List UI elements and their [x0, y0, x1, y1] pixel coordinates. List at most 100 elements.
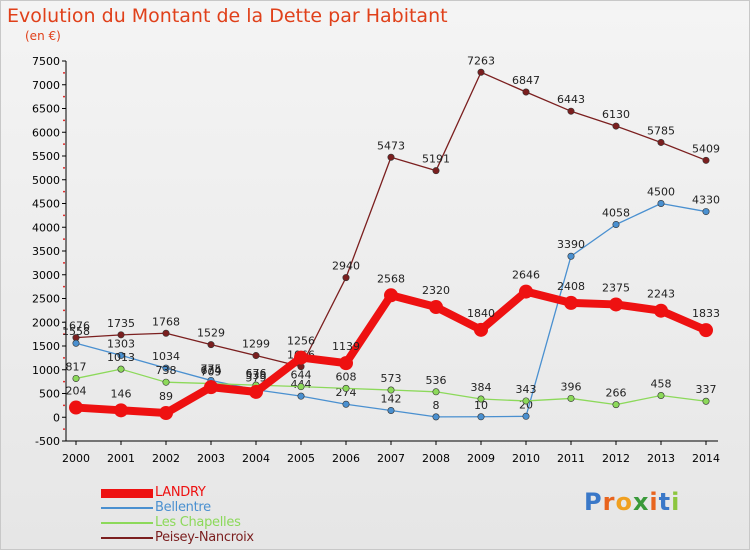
brand-letter: i: [671, 488, 681, 516]
data-label-les-chapelles: 343: [516, 383, 537, 396]
data-point-peisey-nancroix: [117, 331, 125, 339]
data-label-bellentre: 142: [381, 393, 402, 406]
x-tick-label: 2010: [512, 452, 540, 465]
data-point-landry: [519, 284, 533, 299]
data-label-landry: 2408: [557, 280, 585, 293]
data-label-les-chapelles: 709: [201, 366, 222, 379]
x-tick-label: 2007: [377, 452, 405, 465]
data-point-landry: [339, 356, 353, 371]
data-point-les-chapelles: [162, 378, 170, 386]
brand-letter: t: [658, 488, 672, 516]
data-point-bellentre: [612, 220, 620, 228]
data-label-bellentre: 1034: [152, 350, 180, 363]
data-label-les-chapelles: 458: [651, 377, 672, 390]
data-label-bellentre: 1558: [62, 325, 90, 338]
data-point-bellentre: [117, 351, 125, 359]
data-point-landry: [474, 322, 488, 337]
data-label-les-chapelles: 1013: [107, 351, 135, 364]
data-label-peisey-nancroix: 1768: [152, 315, 180, 328]
brand-letter: i: [649, 488, 659, 516]
data-point-peisey-nancroix: [657, 138, 665, 146]
x-tick-label: 2003: [197, 452, 225, 465]
data-label-landry: 89: [159, 390, 173, 403]
y-tick-label: 3500: [32, 245, 60, 258]
data-point-bellentre: [477, 413, 485, 421]
data-label-bellentre: 3390: [557, 238, 585, 251]
data-label-les-chapelles: 738: [156, 364, 177, 377]
y-tick-label: 1500: [32, 340, 60, 353]
data-point-peisey-nancroix: [207, 341, 215, 349]
data-label-peisey-nancroix: 5409: [692, 142, 720, 155]
data-point-les-chapelles: [432, 388, 440, 396]
data-label-landry: 146: [111, 387, 132, 400]
data-label-landry: 2320: [422, 284, 450, 297]
legend-swatch-les-chapelles: [101, 522, 153, 524]
data-point-bellentre: [297, 392, 305, 400]
data-point-les-chapelles: [297, 383, 305, 391]
data-point-les-chapelles: [567, 394, 575, 402]
legend-swatch-peisey-nancroix: [101, 537, 153, 539]
data-point-peisey-nancroix: [702, 156, 710, 164]
legend-swatch-landry: [101, 489, 153, 498]
data-point-peisey-nancroix: [432, 167, 440, 175]
data-point-peisey-nancroix: [612, 122, 620, 130]
data-label-landry: 1256: [287, 335, 315, 348]
data-label-les-chapelles: 536: [426, 374, 447, 387]
data-point-les-chapelles: [342, 384, 350, 392]
data-point-bellentre: [657, 200, 665, 208]
data-point-landry: [564, 295, 578, 310]
y-tick-label: 500: [39, 388, 60, 401]
data-label-peisey-nancroix: 5191: [422, 153, 450, 166]
brand-letter: P: [584, 488, 603, 516]
x-tick-label: 2005: [287, 452, 315, 465]
data-point-peisey-nancroix: [567, 107, 575, 115]
y-tick-label: -500: [35, 435, 60, 448]
data-label-les-chapelles: 384: [471, 381, 492, 394]
data-point-landry: [429, 300, 443, 315]
data-point-bellentre: [387, 407, 395, 415]
data-point-landry: [249, 384, 263, 399]
x-tick-label: 2008: [422, 452, 450, 465]
chart-unit-label: (en €): [25, 29, 61, 43]
data-label-bellentre: 10: [474, 399, 488, 412]
y-tick-label: 2000: [32, 316, 60, 329]
x-tick-label: 2001: [107, 452, 135, 465]
brand-logo: Proxiti: [584, 488, 680, 516]
data-point-les-chapelles: [117, 365, 125, 373]
legend-label-les-chapelles: Les Chapelles: [155, 515, 241, 530]
data-label-landry: 2646: [512, 269, 540, 282]
data-label-bellentre: 4330: [692, 194, 720, 207]
data-label-peisey-nancroix: 6130: [602, 108, 630, 121]
data-label-bellentre: 1303: [107, 337, 135, 350]
x-tick-label: 2002: [152, 452, 180, 465]
data-label-peisey-nancroix: 5785: [647, 124, 675, 137]
data-label-peisey-nancroix: 2940: [332, 260, 360, 273]
data-label-landry: 1833: [692, 307, 720, 320]
x-tick-label: 2012: [602, 452, 630, 465]
data-point-bellentre: [522, 412, 530, 420]
brand-letter: x: [632, 488, 650, 516]
data-point-les-chapelles: [612, 401, 620, 409]
x-tick-label: 2009: [467, 452, 495, 465]
data-point-bellentre: [162, 364, 170, 372]
y-tick-label: 6000: [32, 126, 60, 139]
data-point-bellentre: [567, 252, 575, 260]
data-label-peisey-nancroix: 7263: [467, 54, 495, 67]
data-label-les-chapelles: 396: [561, 380, 582, 393]
y-tick-label: 4500: [32, 198, 60, 211]
x-tick-label: 2013: [647, 452, 675, 465]
data-label-landry: 533: [246, 369, 267, 382]
legend-label-peisey-nancroix: Peisey-Nancroix: [155, 530, 254, 545]
data-point-landry: [159, 406, 173, 421]
data-label-peisey-nancroix: 5473: [377, 139, 405, 152]
data-label-les-chapelles: 608: [336, 370, 357, 383]
data-label-les-chapelles: 337: [696, 383, 717, 396]
data-point-landry: [204, 380, 218, 395]
data-point-peisey-nancroix: [342, 274, 350, 282]
data-label-landry: 634: [201, 364, 222, 377]
data-label-peisey-nancroix: 6847: [512, 74, 540, 87]
data-point-landry: [654, 303, 668, 318]
data-label-landry: 1139: [332, 340, 360, 353]
data-label-peisey-nancroix: 6443: [557, 93, 585, 106]
data-label-les-chapelles: 266: [606, 387, 627, 400]
